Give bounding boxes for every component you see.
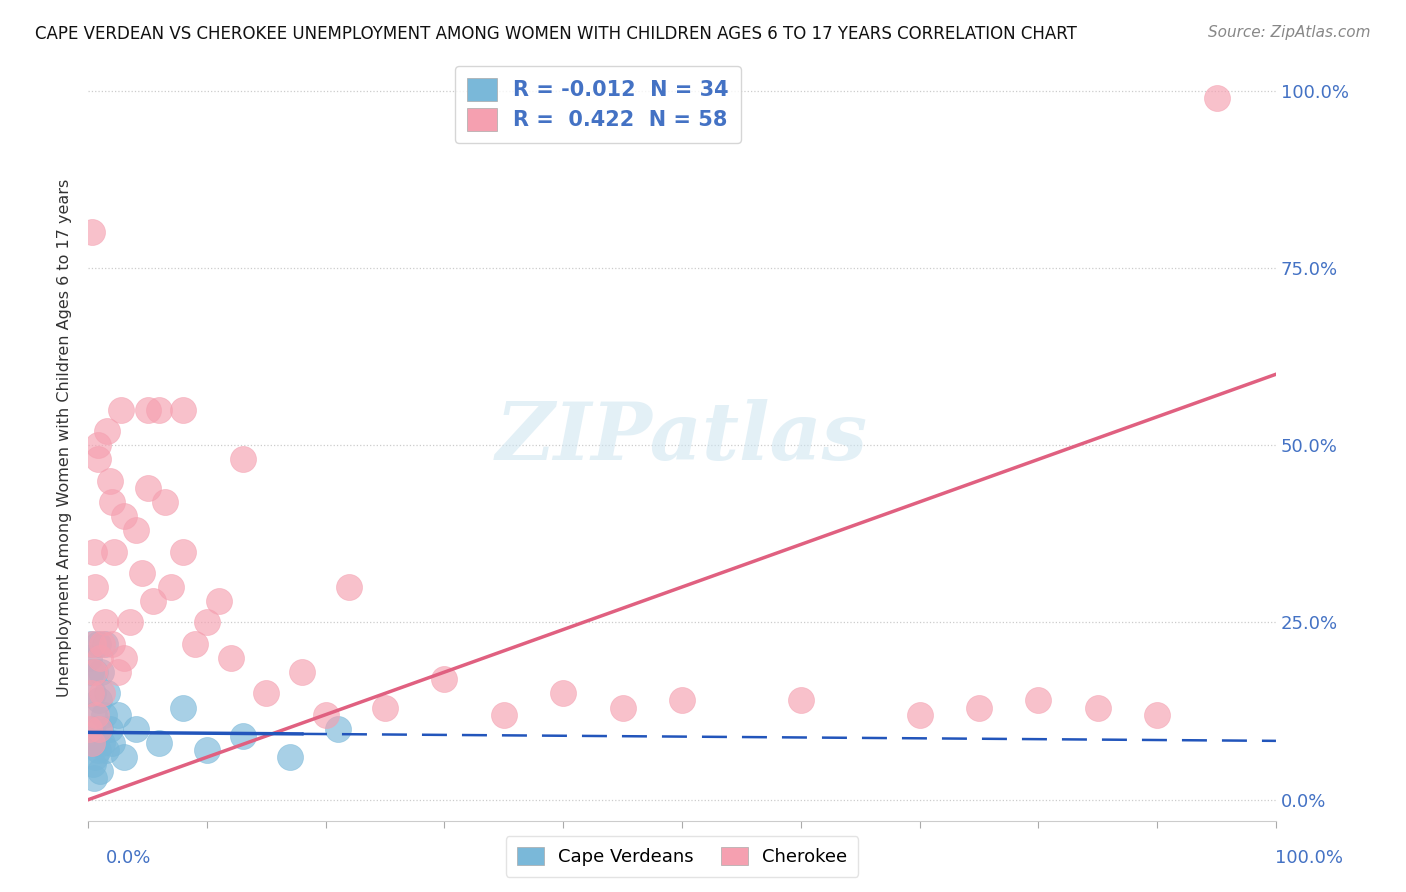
Point bbox=[232, 729, 254, 743]
Point bbox=[492, 707, 515, 722]
Point bbox=[291, 665, 314, 679]
Point bbox=[83, 544, 105, 558]
Y-axis label: Unemployment Among Women with Children Ages 6 to 17 years: Unemployment Among Women with Children A… bbox=[58, 179, 72, 698]
Point bbox=[86, 438, 108, 452]
Point bbox=[374, 700, 396, 714]
Text: CAPE VERDEAN VS CHEROKEE UNEMPLOYMENT AMONG WOMEN WITH CHILDREN AGES 6 TO 17 YEA: CAPE VERDEAN VS CHEROKEE UNEMPLOYMENT AM… bbox=[35, 25, 1077, 43]
Point bbox=[254, 686, 277, 700]
Point bbox=[1146, 707, 1168, 722]
Point bbox=[612, 700, 634, 714]
Point bbox=[96, 424, 118, 438]
Point bbox=[84, 750, 107, 764]
Point bbox=[91, 637, 114, 651]
Point bbox=[107, 707, 129, 722]
Point bbox=[96, 686, 118, 700]
Point bbox=[124, 722, 146, 736]
Point bbox=[91, 686, 114, 700]
Point bbox=[110, 402, 132, 417]
Point bbox=[278, 750, 301, 764]
Point bbox=[98, 722, 121, 736]
Point bbox=[82, 757, 104, 772]
Point bbox=[172, 402, 194, 417]
Point bbox=[148, 402, 170, 417]
Point bbox=[86, 452, 108, 467]
Text: Source: ZipAtlas.com: Source: ZipAtlas.com bbox=[1208, 25, 1371, 40]
Point bbox=[142, 594, 165, 608]
Point bbox=[124, 523, 146, 537]
Point bbox=[172, 700, 194, 714]
Point bbox=[136, 402, 159, 417]
Point bbox=[195, 615, 218, 630]
Point bbox=[131, 566, 153, 580]
Point bbox=[89, 764, 111, 779]
Point bbox=[967, 700, 990, 714]
Point bbox=[148, 736, 170, 750]
Point bbox=[184, 637, 207, 651]
Point bbox=[90, 665, 112, 679]
Point bbox=[93, 707, 115, 722]
Point bbox=[326, 722, 349, 736]
Point bbox=[79, 722, 101, 736]
Point bbox=[83, 665, 105, 679]
Point bbox=[160, 580, 183, 594]
Point bbox=[101, 637, 124, 651]
Point bbox=[89, 722, 111, 736]
Point bbox=[94, 637, 117, 651]
Point bbox=[172, 544, 194, 558]
Point bbox=[86, 707, 108, 722]
Point bbox=[83, 772, 105, 786]
Text: 100.0%: 100.0% bbox=[1275, 849, 1343, 867]
Legend: R = -0.012  N = 34, R =  0.422  N = 58: R = -0.012 N = 34, R = 0.422 N = 58 bbox=[456, 65, 741, 144]
Point bbox=[94, 743, 117, 757]
Text: 0.0%: 0.0% bbox=[105, 849, 150, 867]
Point bbox=[219, 651, 242, 665]
Point bbox=[101, 495, 124, 509]
Point bbox=[91, 736, 114, 750]
Point bbox=[1087, 700, 1109, 714]
Point bbox=[112, 651, 135, 665]
Text: ZIPatlas: ZIPatlas bbox=[496, 400, 868, 477]
Point bbox=[80, 736, 103, 750]
Point bbox=[103, 544, 125, 558]
Point bbox=[339, 580, 361, 594]
Point bbox=[80, 722, 103, 736]
Point bbox=[208, 594, 231, 608]
Point bbox=[112, 750, 135, 764]
Point bbox=[94, 615, 117, 630]
Point bbox=[80, 736, 103, 750]
Point bbox=[82, 686, 104, 700]
Point bbox=[553, 686, 575, 700]
Point bbox=[84, 665, 107, 679]
Point bbox=[86, 743, 108, 757]
Point bbox=[232, 452, 254, 467]
Point bbox=[98, 474, 121, 488]
Point bbox=[1205, 91, 1227, 105]
Point bbox=[89, 651, 111, 665]
Point bbox=[101, 736, 124, 750]
Point bbox=[155, 495, 177, 509]
Point bbox=[79, 651, 101, 665]
Point bbox=[87, 722, 110, 736]
Point bbox=[79, 637, 101, 651]
Point bbox=[80, 226, 103, 240]
Point bbox=[84, 580, 107, 594]
Point bbox=[118, 615, 141, 630]
Point bbox=[87, 693, 110, 707]
Point bbox=[908, 707, 931, 722]
Point bbox=[79, 665, 101, 679]
Point bbox=[790, 693, 813, 707]
Point bbox=[86, 637, 108, 651]
Point bbox=[195, 743, 218, 757]
Point bbox=[112, 509, 135, 524]
Point bbox=[315, 707, 337, 722]
Point bbox=[1028, 693, 1050, 707]
Point bbox=[79, 686, 101, 700]
Point bbox=[433, 672, 456, 686]
Point bbox=[82, 637, 104, 651]
Point bbox=[136, 481, 159, 495]
Point bbox=[86, 736, 108, 750]
Point bbox=[83, 707, 105, 722]
Point bbox=[107, 665, 129, 679]
Point bbox=[671, 693, 693, 707]
